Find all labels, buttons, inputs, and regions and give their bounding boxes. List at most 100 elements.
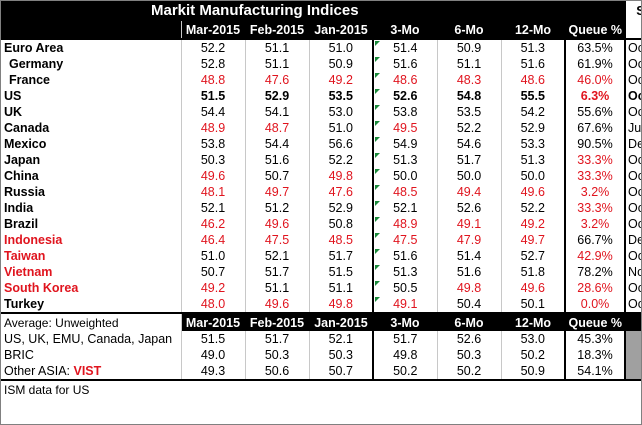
queue-cell: 67.6% bbox=[563, 120, 626, 136]
value-cell: 50.2 bbox=[437, 363, 502, 380]
country-label: India bbox=[1, 200, 182, 216]
average-row: BRIC 49.0 50.3 50.3 49.8 50.3 50.2 18.3% bbox=[1, 347, 641, 363]
value-cell: 48.8 bbox=[181, 72, 246, 88]
since-date: Oct-2007 bbox=[624, 280, 641, 296]
country-label: South Korea bbox=[1, 280, 182, 296]
value-cell: 49.2 bbox=[309, 72, 374, 88]
value-cell: 50.0 bbox=[501, 168, 566, 184]
value-cell: 52.6 bbox=[372, 88, 438, 104]
value-cell: 49.8 bbox=[437, 280, 502, 296]
table-row: Euro Area52.251.151.051.450.951.363.5%Oc… bbox=[1, 38, 641, 56]
col-header: 12-Mo bbox=[501, 21, 566, 39]
table-row: Japan50.351.652.251.351.751.333.3%Oct-20… bbox=[1, 152, 641, 168]
value-cell: 51.5 bbox=[181, 88, 246, 104]
value-cell: 52.1 bbox=[309, 331, 374, 347]
value-cell: 53.5 bbox=[309, 88, 374, 104]
since-date: Oct-2007 bbox=[624, 104, 641, 120]
since-date: Oct-2007 bbox=[624, 56, 641, 72]
value-cell: 49.5 bbox=[372, 120, 438, 136]
value-cell: 51.1 bbox=[309, 280, 374, 296]
value-cell: 51.3 bbox=[501, 38, 566, 56]
value-cell: 50.3 bbox=[181, 152, 246, 168]
value-cell: 50.1 bbox=[501, 296, 566, 313]
col-header: Feb-2015 bbox=[245, 312, 310, 331]
since-date: Oct-2007 bbox=[624, 248, 641, 264]
average-label: Other ASIA: VIST bbox=[1, 363, 182, 380]
value-cell: 50.7 bbox=[181, 264, 246, 280]
value-cell: 50.3 bbox=[245, 347, 310, 363]
value-cell: 49.1 bbox=[437, 216, 502, 232]
since-date: Oct-2007 bbox=[624, 168, 641, 184]
value-cell: 49.7 bbox=[501, 232, 566, 248]
value-cell: 48.9 bbox=[181, 120, 246, 136]
value-cell: 47.9 bbox=[437, 232, 502, 248]
table-row: Taiwan51.052.151.751.651.452.742.9%Oct-2… bbox=[1, 248, 641, 264]
table-row: Mexico53.854.456.654.954.653.390.5%Dec-2… bbox=[1, 136, 641, 152]
queue-cell: 42.9% bbox=[563, 248, 626, 264]
value-cell: 50.4 bbox=[437, 296, 502, 313]
value-cell: 51.6 bbox=[245, 152, 310, 168]
country-label: UK bbox=[1, 104, 182, 120]
gray-fill bbox=[624, 363, 641, 380]
value-cell: 51.0 bbox=[309, 38, 374, 56]
average-row: Other ASIA: VIST 49.3 50.6 50.7 50.2 50.2 50.9… bbox=[1, 363, 641, 380]
table-row: China49.650.749.850.050.050.033.3%Oct-20… bbox=[1, 168, 641, 184]
value-cell: 51.6 bbox=[372, 248, 438, 264]
col-header: Mar-2015 bbox=[181, 21, 246, 39]
gray-fill bbox=[624, 347, 641, 363]
col-header: Mar-2015 bbox=[181, 312, 246, 331]
since-date: Oct-2007 bbox=[624, 200, 641, 216]
value-cell: 51.1 bbox=[437, 56, 502, 72]
footnote: ISM data for US bbox=[1, 379, 641, 399]
since-date: Nov-2012 bbox=[624, 264, 641, 280]
queue-cell: 54.1% bbox=[563, 363, 626, 380]
value-cell: 50.7 bbox=[245, 168, 310, 184]
since-date: Oct-2007 bbox=[624, 72, 641, 88]
value-cell: 53.3 bbox=[501, 136, 566, 152]
value-cell: 52.1 bbox=[181, 200, 246, 216]
value-cell: 49.8 bbox=[309, 168, 374, 184]
queue-cell: 46.0% bbox=[563, 72, 626, 88]
value-cell: 49.4 bbox=[437, 184, 502, 200]
average-header-row: Average: Unweighted Mar-2015 Feb-2015 Jan-2… bbox=[1, 312, 641, 331]
queue-cell: 33.3% bbox=[563, 200, 626, 216]
since-date: Jun-2012 bbox=[624, 120, 641, 136]
value-cell: 52.9 bbox=[309, 200, 374, 216]
queue-cell: 0.0% bbox=[563, 296, 626, 313]
value-cell: 51.7 bbox=[372, 331, 438, 347]
value-cell: 51.8 bbox=[501, 264, 566, 280]
since-header: Since bbox=[624, 1, 641, 21]
col-header: 3-Mo bbox=[373, 312, 438, 331]
value-cell: 47.5 bbox=[245, 232, 310, 248]
queue-cell: 45.3% bbox=[563, 331, 626, 347]
country-label: Euro Area bbox=[1, 38, 182, 56]
queue-cell: 66.7% bbox=[563, 232, 626, 248]
value-cell: 46.2 bbox=[181, 216, 246, 232]
value-cell: 50.8 bbox=[309, 216, 374, 232]
value-cell: 54.4 bbox=[181, 104, 246, 120]
table-row: Indonesia46.447.548.547.547.949.766.7%De… bbox=[1, 232, 641, 248]
value-cell: 52.8 bbox=[181, 56, 246, 72]
col-header: Jan-2015 bbox=[309, 21, 374, 39]
value-cell: 47.6 bbox=[309, 184, 374, 200]
value-cell: 53.0 bbox=[501, 331, 566, 347]
value-cell: 48.0 bbox=[181, 296, 246, 313]
value-cell: 55.5 bbox=[501, 88, 566, 104]
col-header: Queue % bbox=[565, 21, 626, 39]
value-cell: 52.6 bbox=[437, 200, 502, 216]
value-cell: 49.6 bbox=[245, 216, 310, 232]
value-cell: 52.6 bbox=[437, 331, 502, 347]
since-date: Oct-2007 bbox=[624, 184, 641, 200]
value-cell: 49.2 bbox=[181, 280, 246, 296]
value-cell: 47.5 bbox=[372, 232, 438, 248]
queue-cell: 18.3% bbox=[563, 347, 626, 363]
since-header-blank bbox=[624, 21, 641, 39]
value-cell: 49.7 bbox=[245, 184, 310, 200]
col-header: 12-Mo bbox=[501, 312, 566, 331]
value-cell: 51.0 bbox=[309, 120, 374, 136]
value-cell: 50.9 bbox=[309, 56, 374, 72]
since-date: Oct-2007 bbox=[624, 296, 641, 313]
value-cell: 48.5 bbox=[372, 184, 438, 200]
value-cell: 51.6 bbox=[372, 56, 438, 72]
value-cell: 49.6 bbox=[245, 296, 310, 313]
